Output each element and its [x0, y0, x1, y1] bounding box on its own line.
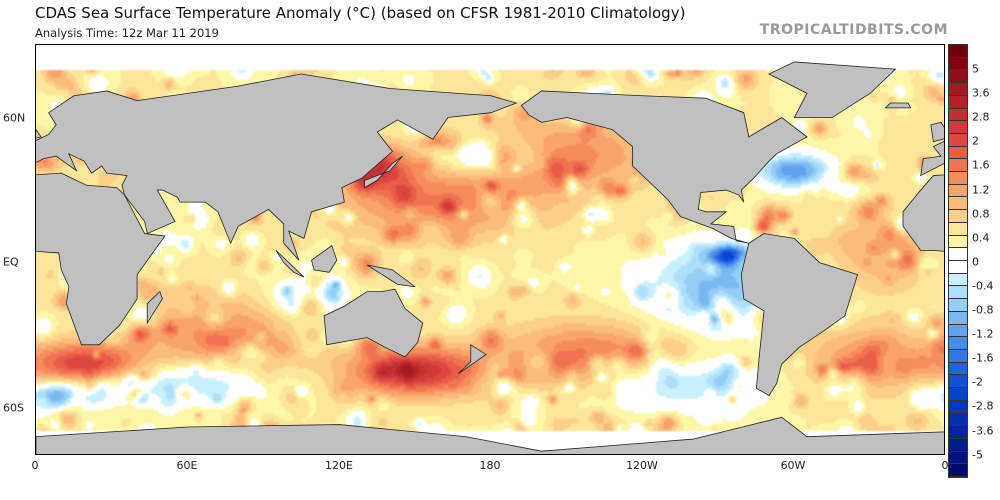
- colorbar-segment: [949, 197, 967, 211]
- colorbar-segment: [949, 83, 967, 96]
- x-tick-60w: 60W: [780, 459, 806, 472]
- colorbar-segment: [949, 375, 967, 389]
- colorbar-segment: [949, 388, 967, 401]
- map-title: CDAS Sea Surface Temperature Anomaly (°C…: [35, 4, 686, 22]
- colorbar-segment: [949, 95, 967, 109]
- colorbar-segment: [949, 210, 967, 223]
- colorbar-label: 3.6: [972, 86, 990, 100]
- colorbar-label: 2: [972, 134, 979, 148]
- land-japan: [364, 155, 403, 189]
- colorbar-segment: [949, 108, 967, 122]
- x-tick-0: 0: [31, 459, 39, 472]
- colorbar-segment: [949, 324, 967, 338]
- colorbar-label: 5: [972, 62, 979, 76]
- colorbar-segment: [949, 248, 967, 261]
- land-britain: [36, 128, 42, 139]
- colorbar-segment: [949, 261, 967, 274]
- land-sumatra: [275, 250, 305, 278]
- colorbar-segment: [949, 349, 967, 363]
- colorbar-label: 0: [972, 255, 979, 269]
- colorbar-label: 1.6: [972, 158, 990, 172]
- colorbar-segment: [949, 362, 967, 376]
- colorbar-label: -2.8: [972, 399, 994, 413]
- x-tick-0-right: 0: [941, 459, 949, 472]
- land-australia: [323, 288, 424, 358]
- colorbar-segment: [949, 337, 967, 350]
- colorbar-segment: [949, 413, 967, 427]
- colorbar-label: -2: [972, 375, 983, 389]
- land-south-america: [740, 233, 859, 397]
- colorbar-label: -0.4: [972, 279, 994, 293]
- land-north-america: [520, 90, 808, 244]
- colorbar-segment: [949, 172, 967, 185]
- colorbar-segment: [949, 464, 967, 477]
- colorbar-segment: [949, 133, 967, 147]
- x-tick-120e: 120E: [325, 459, 353, 472]
- colorbar-segment: [949, 70, 967, 84]
- colorbar-label: 0.8: [972, 207, 990, 221]
- colorbar-segment: [949, 235, 967, 249]
- land-borneo: [311, 245, 338, 273]
- y-tick-eq: EQ: [3, 255, 19, 269]
- land-eurasia: [36, 73, 518, 261]
- colorbar-segment: [949, 426, 967, 439]
- colorbar-segment: [949, 121, 967, 134]
- land-new-zealand: [457, 344, 487, 375]
- colorbar-label: 0.4: [972, 231, 990, 245]
- land-new-guinea: [366, 264, 416, 288]
- colorbar-segment: [949, 45, 967, 58]
- land-masses: [36, 61, 944, 454]
- colorbar-segment: [949, 146, 967, 160]
- colorbar-label: 2.8: [972, 110, 990, 124]
- land-iceland: [884, 102, 912, 109]
- colorbar-label: -3.6: [972, 424, 994, 437]
- y-tick-60s: 60S: [3, 401, 24, 415]
- colorbar-segment: [949, 286, 967, 300]
- land-madagascar: [146, 290, 163, 325]
- colorbar-label: -5: [972, 448, 983, 462]
- colorbar-label: -0.8: [972, 303, 994, 317]
- sst-anomaly-map: [35, 44, 945, 455]
- land-antarctica: [36, 416, 944, 454]
- colorbar-segment: [949, 57, 967, 71]
- land-britain: [930, 121, 944, 143]
- colorbar-segment: [949, 438, 967, 452]
- colorbar-segment: [949, 299, 967, 312]
- colorbar-segment: [949, 273, 967, 287]
- colorbar-label: 1.2: [972, 183, 990, 196]
- analysis-time: Analysis Time: 12z Mar 11 2019: [35, 26, 219, 40]
- x-tick-60e: 60E: [176, 459, 198, 472]
- y-tick-60n: 60N: [3, 111, 26, 125]
- colorbar-label: -1.6: [972, 351, 994, 365]
- x-tick-120w: 120W: [626, 459, 658, 472]
- colorbar-segment: [949, 451, 967, 465]
- x-tick-180: 180: [479, 459, 501, 472]
- colorbar-segment: [949, 311, 967, 325]
- land-greenland: [768, 61, 897, 118]
- colorbar-segment: [949, 400, 967, 414]
- colorbar-segment: [949, 222, 967, 236]
- brand-watermark: TROPICALTIDBITS.COM: [759, 22, 948, 38]
- colorbar-segment: [949, 184, 967, 198]
- land-eurasia: [920, 141, 944, 177]
- colorbar: [948, 44, 968, 478]
- land-africa: [902, 174, 944, 252]
- land-africa: [36, 172, 166, 346]
- colorbar-label: -1.2: [972, 327, 994, 341]
- colorbar-segment: [949, 159, 967, 173]
